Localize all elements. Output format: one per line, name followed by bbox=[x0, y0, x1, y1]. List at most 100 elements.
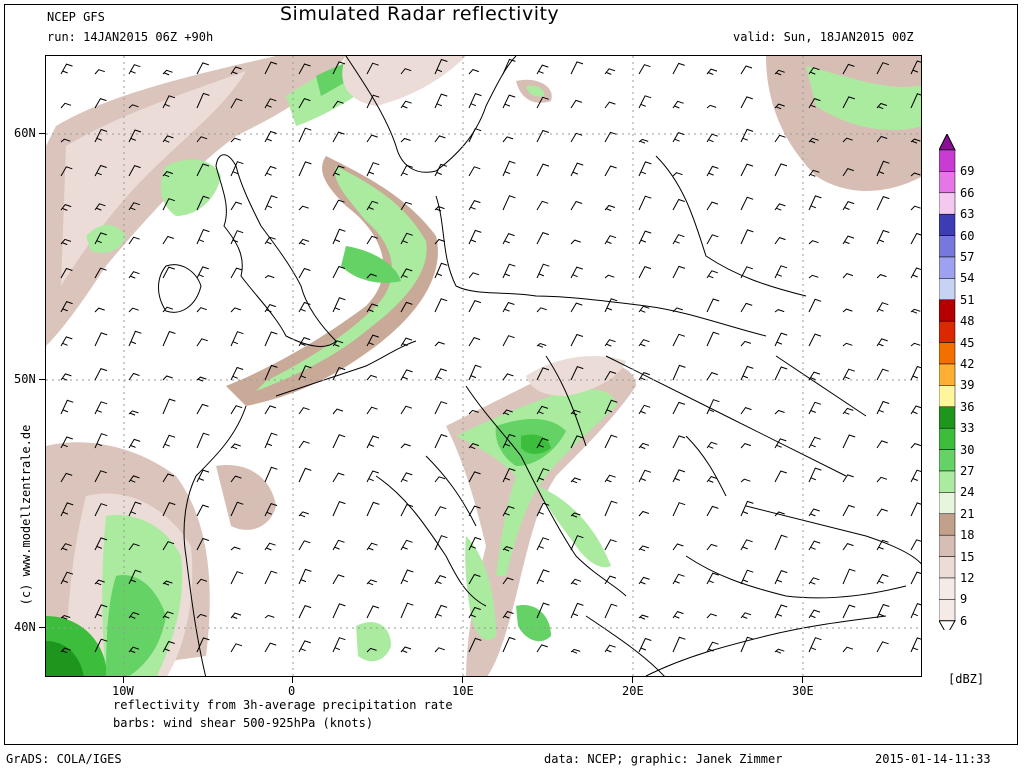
wind-barb bbox=[366, 647, 377, 653]
wind-barb bbox=[502, 335, 515, 347]
wind-barb bbox=[162, 171, 174, 178]
wind-barb bbox=[604, 274, 615, 279]
wind-barb bbox=[332, 539, 345, 551]
wind-barb bbox=[434, 163, 448, 177]
colorbar-label: 18 bbox=[960, 528, 975, 543]
wind-barb bbox=[910, 138, 921, 144]
colorbar-cell bbox=[939, 599, 956, 622]
wind-barb bbox=[536, 64, 549, 75]
wind-barb bbox=[706, 234, 719, 245]
wind-barb bbox=[468, 471, 481, 483]
wind-barb bbox=[128, 164, 141, 177]
wind-barb bbox=[60, 647, 71, 654]
colorbar-cell bbox=[939, 192, 956, 215]
wind-barb bbox=[264, 165, 277, 177]
wind-barb bbox=[196, 637, 210, 653]
wind-barb bbox=[230, 66, 242, 75]
wind-barb bbox=[740, 163, 754, 177]
wind-barb bbox=[672, 234, 685, 245]
wind-barb bbox=[672, 435, 686, 449]
wind-barb bbox=[570, 477, 581, 484]
wind-barb bbox=[638, 64, 651, 75]
wind-barb bbox=[230, 98, 243, 109]
wind-barb bbox=[808, 137, 819, 144]
wind-barb bbox=[808, 169, 820, 177]
colorbar-cell bbox=[939, 513, 956, 536]
wind-barb bbox=[706, 68, 718, 75]
wind-barb bbox=[536, 602, 550, 619]
wind-barb bbox=[366, 374, 378, 381]
wind-barb bbox=[536, 367, 550, 381]
wind-barb bbox=[740, 443, 752, 449]
wind-barb bbox=[604, 644, 616, 653]
wind-barb bbox=[910, 602, 921, 619]
wind-barb bbox=[502, 467, 516, 483]
wind-barb bbox=[740, 500, 754, 517]
wind-barb bbox=[434, 368, 447, 381]
wind-barb bbox=[774, 366, 788, 381]
wind-barb bbox=[910, 365, 921, 381]
wind-barb bbox=[536, 405, 549, 415]
wind-barb bbox=[706, 441, 718, 449]
wind-barb bbox=[706, 133, 719, 143]
wind-barb bbox=[128, 307, 139, 313]
colorbar-label: 60 bbox=[960, 228, 975, 243]
lon-tick bbox=[802, 677, 803, 683]
wind-barb bbox=[162, 69, 173, 76]
wind-barb bbox=[434, 401, 448, 415]
wind-barb bbox=[196, 537, 210, 551]
wind-barb bbox=[400, 268, 413, 279]
wind-barb bbox=[502, 160, 516, 177]
wind-barb bbox=[94, 332, 108, 347]
wind-barb bbox=[536, 231, 550, 245]
wind-barb bbox=[774, 309, 785, 313]
wind-barb bbox=[842, 63, 855, 75]
wind-barb bbox=[298, 407, 310, 415]
wind-barb bbox=[842, 168, 854, 177]
wind-barb bbox=[706, 201, 719, 211]
wind-barb bbox=[298, 640, 311, 653]
wind-barb bbox=[230, 546, 241, 551]
wind-barb bbox=[162, 375, 173, 381]
wind-barb bbox=[94, 433, 108, 449]
wind-barb bbox=[162, 501, 176, 517]
wind-barb bbox=[570, 535, 584, 551]
wind-barb bbox=[128, 271, 140, 279]
wind-barb bbox=[740, 365, 754, 381]
wind-barb bbox=[638, 372, 650, 381]
colorbar-cell bbox=[939, 556, 956, 579]
wind-barb bbox=[196, 376, 207, 382]
wind-barb bbox=[706, 270, 718, 279]
wind-barb bbox=[638, 95, 652, 109]
wind-barb bbox=[332, 500, 346, 517]
wind-barb bbox=[264, 614, 275, 619]
wind-barb bbox=[230, 571, 244, 585]
wind-barb bbox=[808, 609, 821, 619]
wind-barb bbox=[196, 92, 210, 109]
wind-barb bbox=[876, 160, 890, 177]
wind-barb bbox=[230, 366, 244, 381]
wind-barb bbox=[434, 58, 448, 75]
wind-barb bbox=[264, 130, 277, 143]
wind-barb bbox=[876, 102, 888, 110]
wind-barb bbox=[434, 238, 446, 245]
wind-barb bbox=[94, 470, 107, 483]
wind-barb bbox=[434, 93, 448, 109]
wind-barb bbox=[638, 339, 650, 347]
wind-barb bbox=[570, 200, 583, 211]
wind-barb bbox=[366, 303, 379, 313]
wind-barb bbox=[468, 299, 482, 313]
wind-barb bbox=[298, 336, 311, 347]
wind-barb bbox=[536, 468, 550, 483]
lat-label: 50N bbox=[14, 372, 36, 386]
lon-label: 10W bbox=[112, 684, 134, 698]
colorbar-cell bbox=[939, 534, 956, 557]
watermark: (c) www.modellzentrale.de bbox=[19, 424, 33, 606]
wind-barb bbox=[672, 333, 686, 347]
wind-barb bbox=[842, 200, 855, 211]
wind-barb bbox=[60, 138, 71, 143]
wind-barb bbox=[60, 204, 72, 211]
wind-barb bbox=[604, 165, 617, 177]
wind-barb bbox=[162, 235, 174, 245]
wind-barb bbox=[434, 262, 448, 279]
